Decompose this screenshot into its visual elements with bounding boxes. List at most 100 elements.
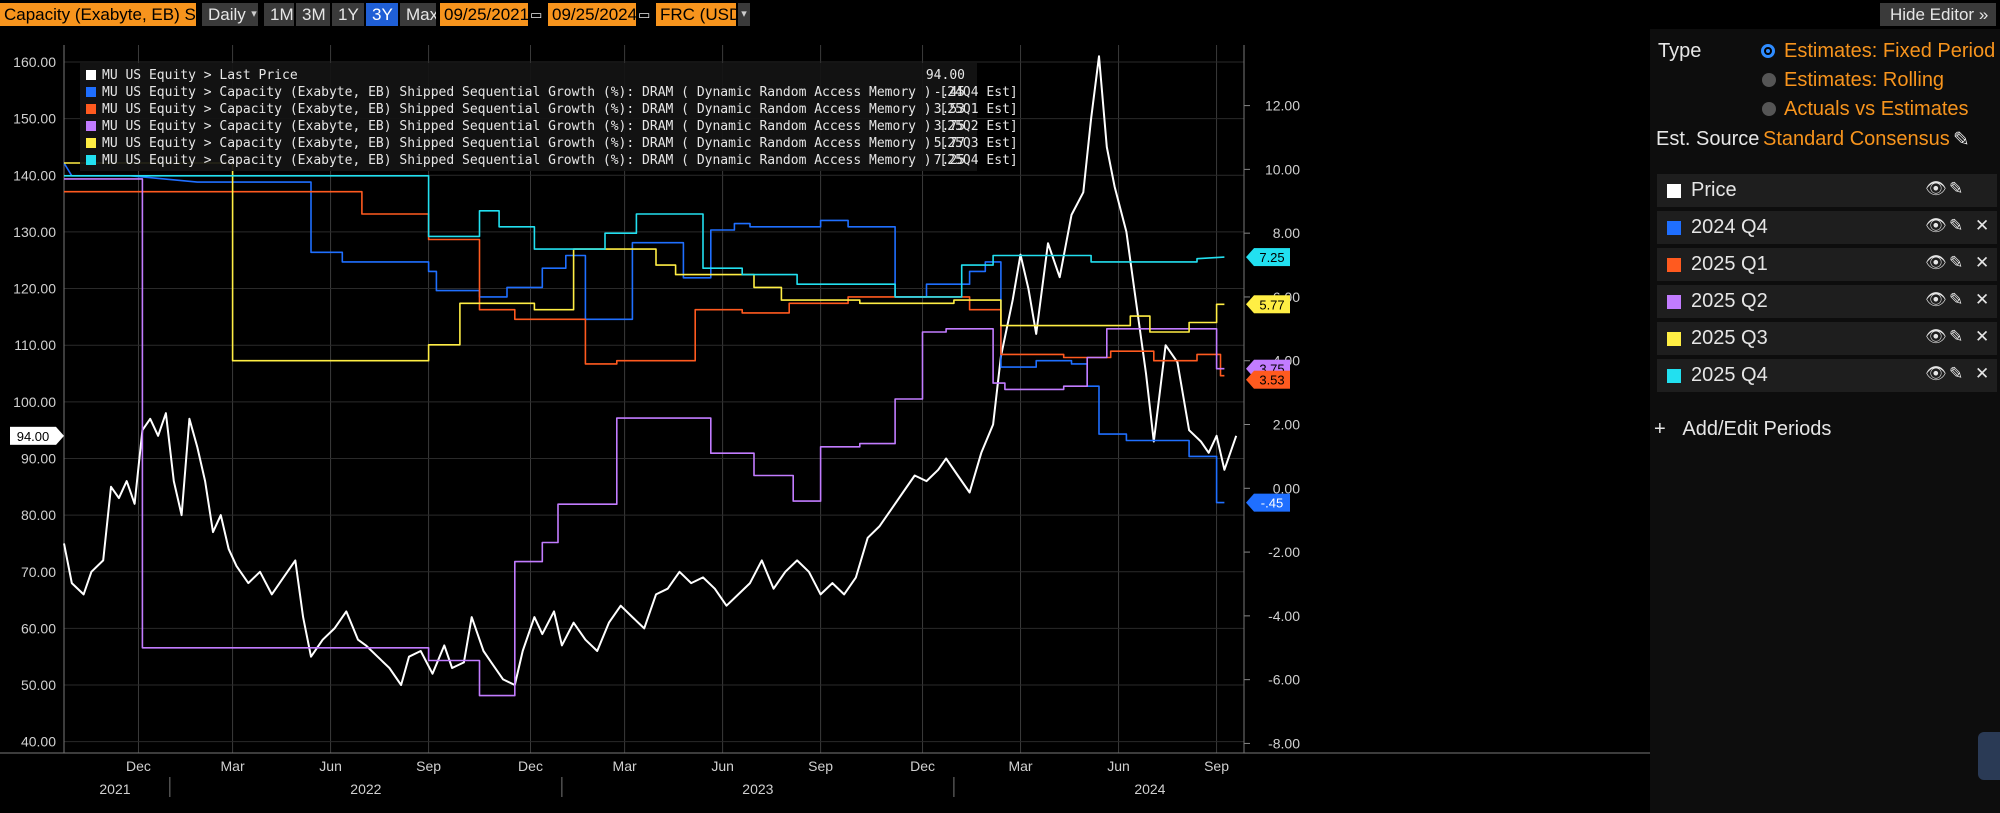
- chart-toolbar: Capacity (Exabyte, EB) Ship Daily ▾ 1M 3…: [0, 0, 2000, 29]
- series-row-4[interactable]: 2025 Q3 👁 ✎ ✕: [1657, 322, 1997, 355]
- pencil-icon[interactable]: ✎: [1949, 216, 1964, 235]
- legend-label: MU US Equity > Last Price: [102, 68, 298, 83]
- pencil-icon[interactable]: ✎: [1949, 364, 1964, 383]
- chart-area[interactable]: Dec Mar Jun Sep Dec Mar Jun Sep Dec Mar Jun Sep 40.0…: [0, 29, 1650, 813]
- option-rolling[interactable]: Estimates: Rolling: [1784, 69, 1945, 91]
- legend-row: MU US Equity > Capacity (Exabyte, EB) Sh…: [86, 118, 1018, 135]
- series-swatch: [1667, 332, 1681, 346]
- value-badge: [1254, 295, 1290, 314]
- legend-label: MU US Equity > Capacity (Exabyte, EB) Sh…: [102, 102, 1018, 117]
- chart-legend: MU US Equity > Last Price 94.00 MU US Equi…: [80, 63, 1018, 171]
- series-label: 2025 Q1: [1691, 253, 1768, 275]
- option-fixed-period[interactable]: Estimates: Fixed Period: [1784, 40, 1996, 62]
- left-axis-tick-label: 40.00: [21, 734, 56, 750]
- field-selector[interactable]: Capacity (Exabyte, EB) Ship: [0, 3, 196, 26]
- right-axis-tick-label: -4.00: [1268, 608, 1300, 624]
- double-chevron-right-icon: »: [1978, 5, 1989, 24]
- legend-swatch: [86, 121, 96, 131]
- series-label: 2025 Q4: [1691, 364, 1768, 386]
- start-calendar-icon[interactable]: ▭: [530, 7, 543, 22]
- series-row-2[interactable]: 2025 Q1 👁 ✎ ✕: [1657, 248, 1997, 281]
- start-date-input[interactable]: 09/25/2021: [440, 3, 528, 26]
- pencil-icon[interactable]: ✎: [1953, 129, 1970, 151]
- legend-row: MU US Equity > Last Price 94.00: [86, 67, 971, 84]
- month-tick-label: Mar: [613, 758, 637, 774]
- frequency-select[interactable]: Daily: [202, 3, 250, 26]
- eye-icon[interactable]: 👁: [1925, 253, 1947, 272]
- pencil-icon[interactable]: ✎: [1949, 179, 1964, 198]
- left-axis-tick-label: 100.00: [13, 394, 56, 410]
- value-badge-arrow: [1246, 248, 1254, 267]
- month-tick-label: Sep: [416, 758, 441, 774]
- radio-fixed-period[interactable]: [1761, 44, 1775, 58]
- value-badge-label: 5.77: [1259, 297, 1284, 312]
- series-row-1[interactable]: 2024 Q4 👁 ✎ ✕: [1657, 211, 1997, 244]
- left-axis-tick-label: 70.00: [21, 564, 56, 580]
- close-icon[interactable]: ✕: [1975, 216, 1990, 235]
- value-badge: [1254, 248, 1290, 267]
- value-badge-label: 3.53: [1259, 373, 1284, 388]
- month-tick-label: Jun: [1107, 758, 1130, 774]
- value-badge-arrow: [1246, 493, 1254, 512]
- close-icon[interactable]: ✕: [1975, 327, 1990, 346]
- frequency-caret-icon[interactable]: ▾: [250, 3, 258, 26]
- range-3m-button[interactable]: 3M: [296, 3, 330, 26]
- currency-select[interactable]: FRC (USD): [656, 3, 736, 26]
- left-axis-tick-label: 60.00: [21, 620, 56, 636]
- last-price-badge-arrow: [56, 426, 64, 445]
- eye-icon[interactable]: 👁: [1925, 327, 1947, 346]
- radio-rolling[interactable]: [1762, 73, 1776, 87]
- series-row-3[interactable]: 2025 Q2 👁 ✎ ✕: [1657, 285, 1997, 318]
- legend-swatch: [86, 138, 96, 148]
- legend-row: MU US Equity > Capacity (Exabyte, EB) Sh…: [86, 101, 1018, 118]
- option-actuals-vs-estimates[interactable]: Actuals vs Estimates: [1784, 98, 1969, 120]
- right-axis-tick-label: 12.00: [1265, 98, 1300, 114]
- eye-icon[interactable]: 👁: [1925, 290, 1947, 309]
- series-swatch: [1667, 369, 1681, 383]
- currency-caret-icon[interactable]: ▾: [738, 3, 750, 26]
- hide-editor-label: Hide Editor: [1890, 5, 1975, 24]
- range-max-button[interactable]: Max: [400, 3, 436, 26]
- value-badge-label: 7.25: [1259, 250, 1284, 265]
- series-row-0[interactable]: Price 👁 ✎: [1657, 174, 1997, 207]
- series-label: 2024 Q4: [1691, 216, 1768, 238]
- range-1m-button[interactable]: 1M: [264, 3, 294, 26]
- close-icon[interactable]: ✕: [1975, 290, 1990, 309]
- eye-icon[interactable]: 👁: [1925, 364, 1947, 383]
- value-badge-arrow: [1246, 370, 1254, 389]
- hide-editor-button[interactable]: Hide Editor »: [1880, 3, 1996, 26]
- series-line-4: [64, 162, 1225, 362]
- eye-icon[interactable]: 👁: [1925, 179, 1947, 198]
- close-icon[interactable]: ✕: [1975, 253, 1990, 272]
- series-label: 2025 Q3: [1691, 327, 1768, 349]
- legend-label: MU US Equity > Capacity (Exabyte, EB) Sh…: [102, 136, 1018, 151]
- left-axis-tick-label: 140.00: [13, 167, 56, 183]
- right-axis-tick-label: -2.00: [1268, 544, 1300, 560]
- left-axis-tick-label: 120.00: [13, 281, 56, 297]
- series-line-0: [63, 55, 1238, 686]
- legend-value: 7.25: [933, 153, 965, 168]
- radio-actuals-vs-estimates[interactable]: [1762, 102, 1776, 116]
- pencil-icon[interactable]: ✎: [1949, 327, 1964, 346]
- side-scroll-tab[interactable]: [1978, 732, 2000, 780]
- end-date-input[interactable]: 09/25/2024: [548, 3, 636, 26]
- pencil-icon[interactable]: ✎: [1949, 290, 1964, 309]
- right-axis-tick-label: 0.00: [1273, 480, 1300, 496]
- series-swatch: [1667, 221, 1681, 235]
- series-swatch: [1667, 295, 1681, 309]
- range-1y-button[interactable]: 1Y: [332, 3, 364, 26]
- eye-icon[interactable]: 👁: [1925, 216, 1947, 235]
- series-row-5[interactable]: 2025 Q4 👁 ✎ ✕: [1657, 359, 1997, 392]
- series-swatch: [1667, 258, 1681, 272]
- legend-value: 94.00: [925, 68, 965, 83]
- add-edit-periods-button[interactable]: + Add/Edit Periods: [1654, 418, 1831, 441]
- pencil-icon[interactable]: ✎: [1949, 253, 1964, 272]
- close-icon[interactable]: ✕: [1975, 364, 1990, 383]
- est-source-value[interactable]: Standard Consensus: [1763, 128, 1950, 150]
- month-tick-label: Jun: [711, 758, 734, 774]
- range-3y-button[interactable]: 3Y: [366, 3, 398, 26]
- legend-label: MU US Equity > Capacity (Exabyte, EB) Sh…: [102, 119, 1018, 134]
- end-calendar-icon[interactable]: ▭: [638, 7, 651, 22]
- series-line-3: [64, 178, 1225, 697]
- left-axis-tick-label: 110.00: [14, 337, 56, 353]
